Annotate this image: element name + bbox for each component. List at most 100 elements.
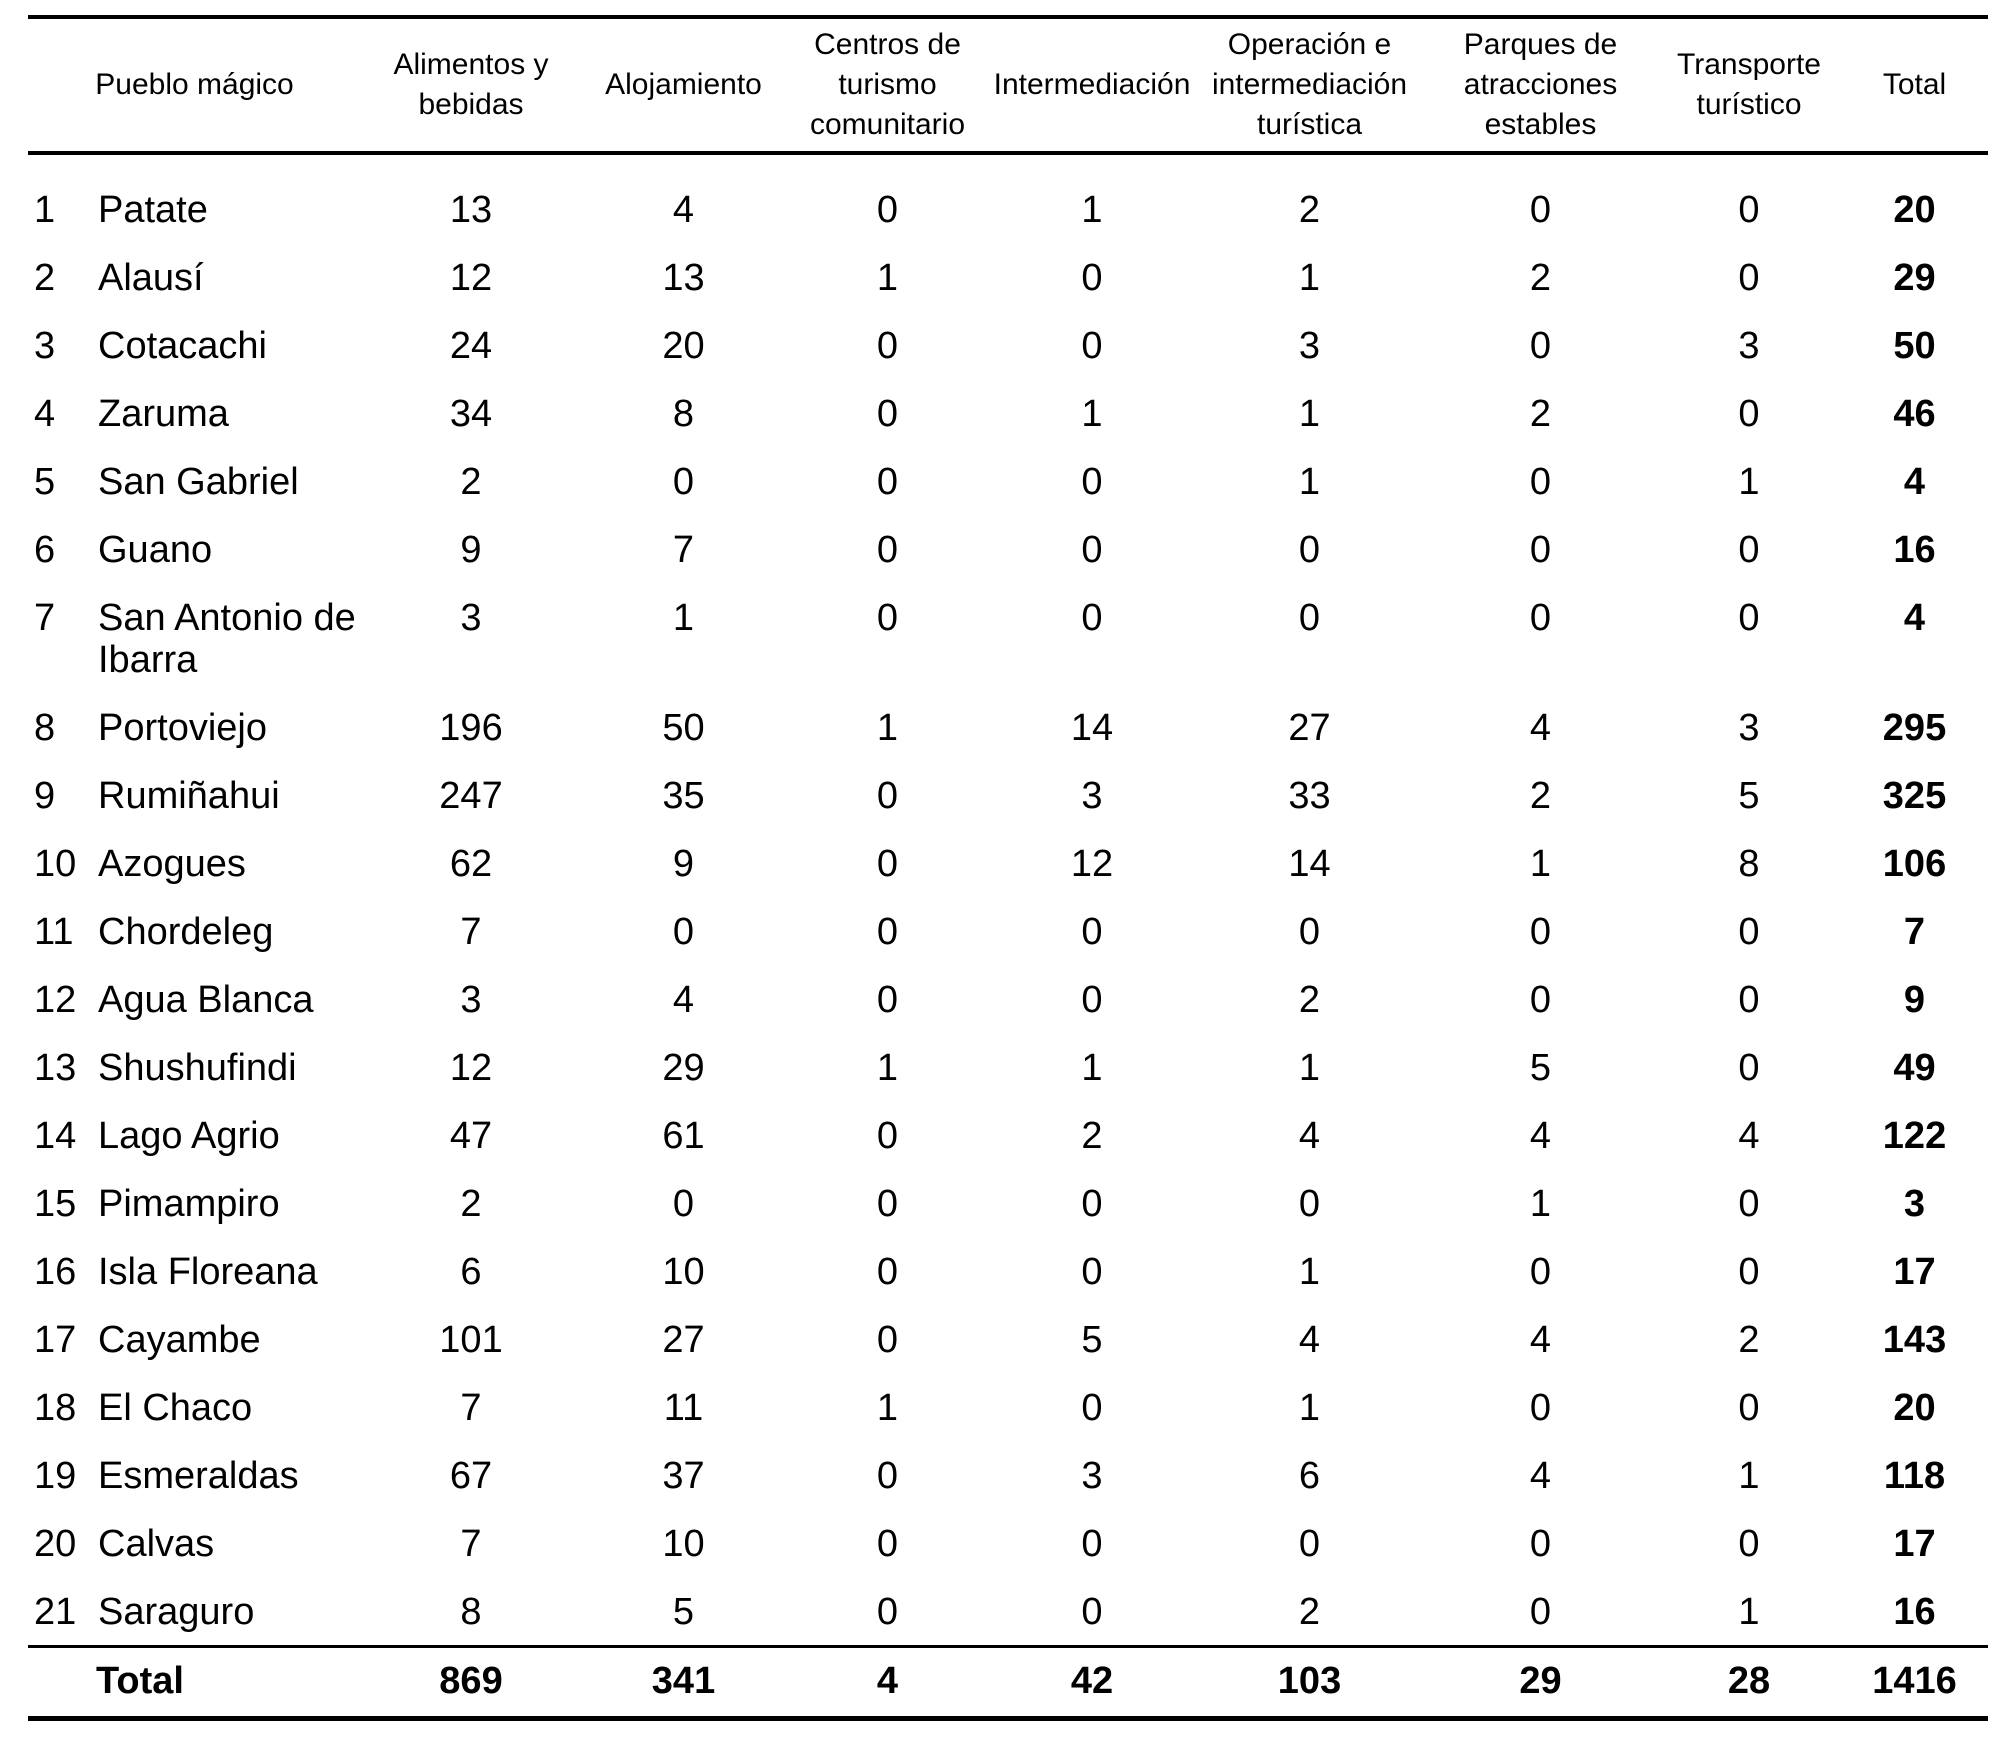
row-number-cell: 2 (34, 257, 56, 299)
row-total-cell: 20 (1893, 1387, 1936, 1429)
value-cell: 62 (449, 843, 493, 885)
value-cell: 4 (672, 979, 695, 1021)
value-cell: 10 (662, 1251, 705, 1293)
value-cell: 0 (1081, 1523, 1103, 1565)
row-total-cell: 3 (1903, 1183, 1926, 1225)
row-number-cell: 5 (34, 461, 56, 503)
table-row: 15 Pimampiro 2 0 0 0 0 1 0 3 (28, 1157, 1988, 1225)
value-cell: 11 (663, 1387, 704, 1429)
row-number-cell: 10 (34, 843, 77, 885)
value-cell: 5 (672, 1591, 695, 1633)
value-cell: 1 (1529, 843, 1552, 885)
value-cell: 8 (672, 393, 695, 435)
pueblo-name-cell: Esmeraldas (98, 1455, 299, 1497)
value-cell: 2 (460, 461, 482, 503)
header-pueblo-magico: Pueblo mágico (28, 17, 361, 155)
value-cell: 0 (876, 911, 899, 953)
header-operacion-intermediacion-turistica: Operación e intermediación turística (1195, 17, 1424, 155)
table-row: 19 Esmeraldas 67 37 0 3 6 4 1 118 (28, 1429, 1988, 1497)
value-cell: 0 (876, 979, 899, 1021)
value-cell: 4 (1529, 707, 1552, 749)
value-cell: 1 (876, 1047, 899, 1089)
value-cell: 27 (1288, 707, 1331, 749)
row-total-cell: 325 (1882, 775, 1947, 817)
value-cell: 0 (876, 597, 899, 639)
value-cell: 4 (1738, 1115, 1760, 1157)
total-row-label: Total (28, 1645, 361, 1721)
tourism-establishments-table: Pueblo mágico Alimentos y bebidas Alojam… (28, 15, 1988, 1721)
value-cell: 0 (876, 1591, 899, 1633)
value-cell: 0 (1738, 1047, 1760, 1089)
value-cell: 0 (1081, 529, 1103, 571)
table-body: 1 Patate 13 4 0 1 2 0 0 20 2 Alausí 12 13 1 0 1 2 0 29 3 Cota… (28, 153, 1988, 1647)
pueblo-name-cell: Rumiñahui (98, 775, 280, 817)
table-row: 14 Lago Agrio 47 61 0 2 4 4 4 122 (28, 1089, 1988, 1157)
value-cell: 3 (460, 597, 482, 639)
row-total-cell: 4 (1903, 461, 1926, 503)
value-cell: 5 (1081, 1319, 1103, 1361)
value-cell: 2 (1081, 1115, 1103, 1157)
value-cell: 1 (1081, 393, 1103, 435)
value-cell: 0 (1081, 1183, 1103, 1225)
row-number-cell: 19 (34, 1455, 77, 1497)
table-row: 5 San Gabriel 2 0 0 0 1 0 1 4 (28, 435, 1988, 503)
row-total-cell: 50 (1893, 325, 1936, 367)
total-value-cell: 103 (1195, 1645, 1424, 1721)
value-cell: 3 (1081, 775, 1103, 817)
table-row: 4 Zaruma 34 8 0 1 1 2 0 46 (28, 367, 1988, 435)
total-value-cell: 42 (989, 1645, 1195, 1721)
value-cell: 0 (1081, 461, 1103, 503)
row-total-cell: 118 (1883, 1455, 1946, 1497)
value-cell: 20 (662, 325, 705, 367)
value-cell: 12 (449, 257, 493, 299)
value-cell: 1 (1081, 189, 1103, 231)
value-cell: 0 (1738, 597, 1760, 639)
row-total-cell: 17 (1893, 1251, 1936, 1293)
row-total-cell: 122 (1882, 1115, 1947, 1157)
value-cell: 0 (1298, 1183, 1321, 1225)
value-cell: 0 (1738, 979, 1760, 1021)
value-cell: 0 (1738, 1251, 1760, 1293)
value-cell: 0 (672, 911, 695, 953)
value-cell: 0 (1738, 257, 1760, 299)
value-cell: 2 (1738, 1319, 1760, 1361)
value-cell: 1 (1298, 1251, 1321, 1293)
value-cell: 0 (1529, 1591, 1552, 1633)
table-row: 9 Rumiñahui 247 35 0 3 33 2 5 325 (28, 749, 1988, 817)
value-cell: 0 (1738, 529, 1760, 571)
value-cell: 61 (662, 1115, 705, 1157)
value-cell: 0 (1081, 1387, 1103, 1429)
value-cell: 0 (1298, 911, 1321, 953)
row-number-cell: 13 (34, 1047, 77, 1089)
value-cell: 6 (460, 1251, 482, 1293)
value-cell: 0 (1529, 1387, 1552, 1429)
value-cell: 8 (460, 1591, 482, 1633)
value-cell: 4 (1529, 1455, 1552, 1497)
value-cell: 4 (1529, 1319, 1552, 1361)
value-cell: 0 (1529, 597, 1552, 639)
row-total-cell: 4 (1903, 597, 1926, 639)
value-cell: 0 (1738, 1387, 1760, 1429)
row-number-cell: 16 (34, 1251, 77, 1293)
value-cell: 0 (876, 1319, 899, 1361)
value-cell: 7 (460, 911, 482, 953)
table-row: 20 Calvas 7 10 0 0 0 0 0 17 (28, 1497, 1988, 1565)
row-total-cell: 9 (1903, 979, 1926, 1021)
total-row: Total 869 341 4 42 103 29 28 1416 (28, 1645, 1988, 1721)
value-cell: 13 (662, 257, 705, 299)
value-cell: 0 (876, 461, 899, 503)
table-row: 16 Isla Floreana 6 10 0 0 1 0 0 17 (28, 1225, 1988, 1293)
value-cell: 0 (876, 843, 899, 885)
value-cell: 1 (1738, 461, 1760, 503)
pueblo-name-cell: Azogues (98, 843, 246, 885)
value-cell: 9 (460, 529, 482, 571)
pueblo-name-cell: Agua Blanca (98, 979, 314, 1021)
pueblo-name-cell: San Gabriel (98, 461, 299, 503)
pueblo-name-cell: Chordeleg (98, 911, 274, 953)
table-row: 10 Azogues 62 9 0 12 14 1 8 106 (28, 817, 1988, 885)
value-cell: 0 (1298, 1523, 1321, 1565)
value-cell: 0 (1081, 257, 1103, 299)
value-cell: 12 (1070, 843, 1114, 885)
table-row: 1 Patate 13 4 0 1 2 0 0 20 (28, 153, 1988, 231)
table-row: 17 Cayambe 101 27 0 5 4 4 2 143 (28, 1293, 1988, 1361)
